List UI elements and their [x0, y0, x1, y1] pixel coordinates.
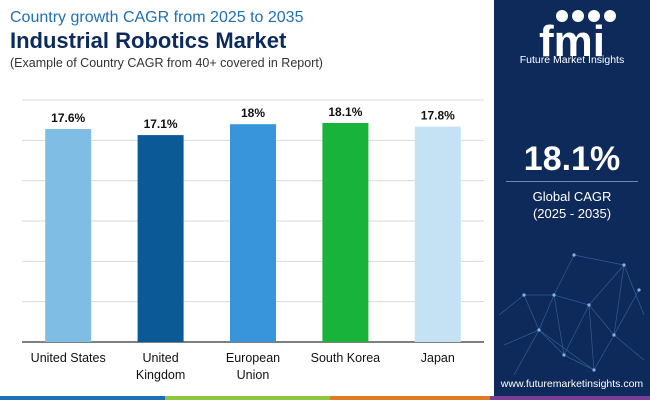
x-tick-label: South Korea: [311, 351, 381, 365]
bar: [137, 135, 184, 342]
data-label: 18%: [241, 106, 265, 120]
logo-letters: fmi: [539, 17, 605, 66]
x-tick-label: Japan: [421, 351, 455, 365]
data-label: 18.1%: [328, 105, 362, 119]
bar-chart-svg: 17.6% United States 17.1% United Kingdom 18% E…: [22, 99, 484, 382]
bottom-bar-segment: [0, 396, 165, 400]
bottom-bar-segment: [330, 396, 490, 400]
network-graphic: [498, 253, 645, 376]
data-label: 17.6%: [51, 111, 85, 125]
x-tick-label: Kingdom: [136, 368, 185, 382]
logo-text: Future Market Insights: [519, 54, 625, 66]
global-cagr-period: (2025 - 2035): [532, 206, 612, 221]
bar: [322, 122, 369, 343]
bar: [45, 129, 92, 342]
x-tick-label: European: [226, 351, 280, 365]
bottom-bar-segment: [490, 396, 650, 400]
data-label: 17.8%: [421, 109, 455, 123]
kpi-divider: [506, 181, 638, 182]
global-cagr-value: 18.1%: [523, 140, 621, 178]
x-tick-label: United States: [31, 351, 106, 365]
chart-title: Industrial Robotics Market: [10, 28, 287, 53]
sidebar: fmi Future Market Insights 18.1% Global …: [494, 0, 650, 400]
bottom-bar-segment: [165, 396, 330, 400]
global-cagr-label: Global CAGR: [532, 189, 612, 204]
data-label: 17.1%: [144, 117, 178, 131]
bar-chart: 17.6% United States 17.1% United Kingdom 18% E…: [22, 99, 484, 382]
x-tick-label: United: [143, 351, 179, 365]
header: Country growth CAGR from 2025 to 2035 In…: [10, 8, 490, 70]
chart-note: (Example of Country CAGR from 40+ covere…: [10, 56, 323, 70]
website-url: www.futuremarketinsights.com: [500, 378, 644, 390]
bar: [414, 126, 461, 343]
x-tick-label: Union: [237, 368, 270, 382]
bar: [230, 124, 276, 342]
chart-subtitle: Country growth CAGR from 2025 to 2035: [10, 9, 304, 26]
fmi-logo: fmi: [539, 10, 616, 66]
bottom-color-bar: [0, 396, 650, 400]
